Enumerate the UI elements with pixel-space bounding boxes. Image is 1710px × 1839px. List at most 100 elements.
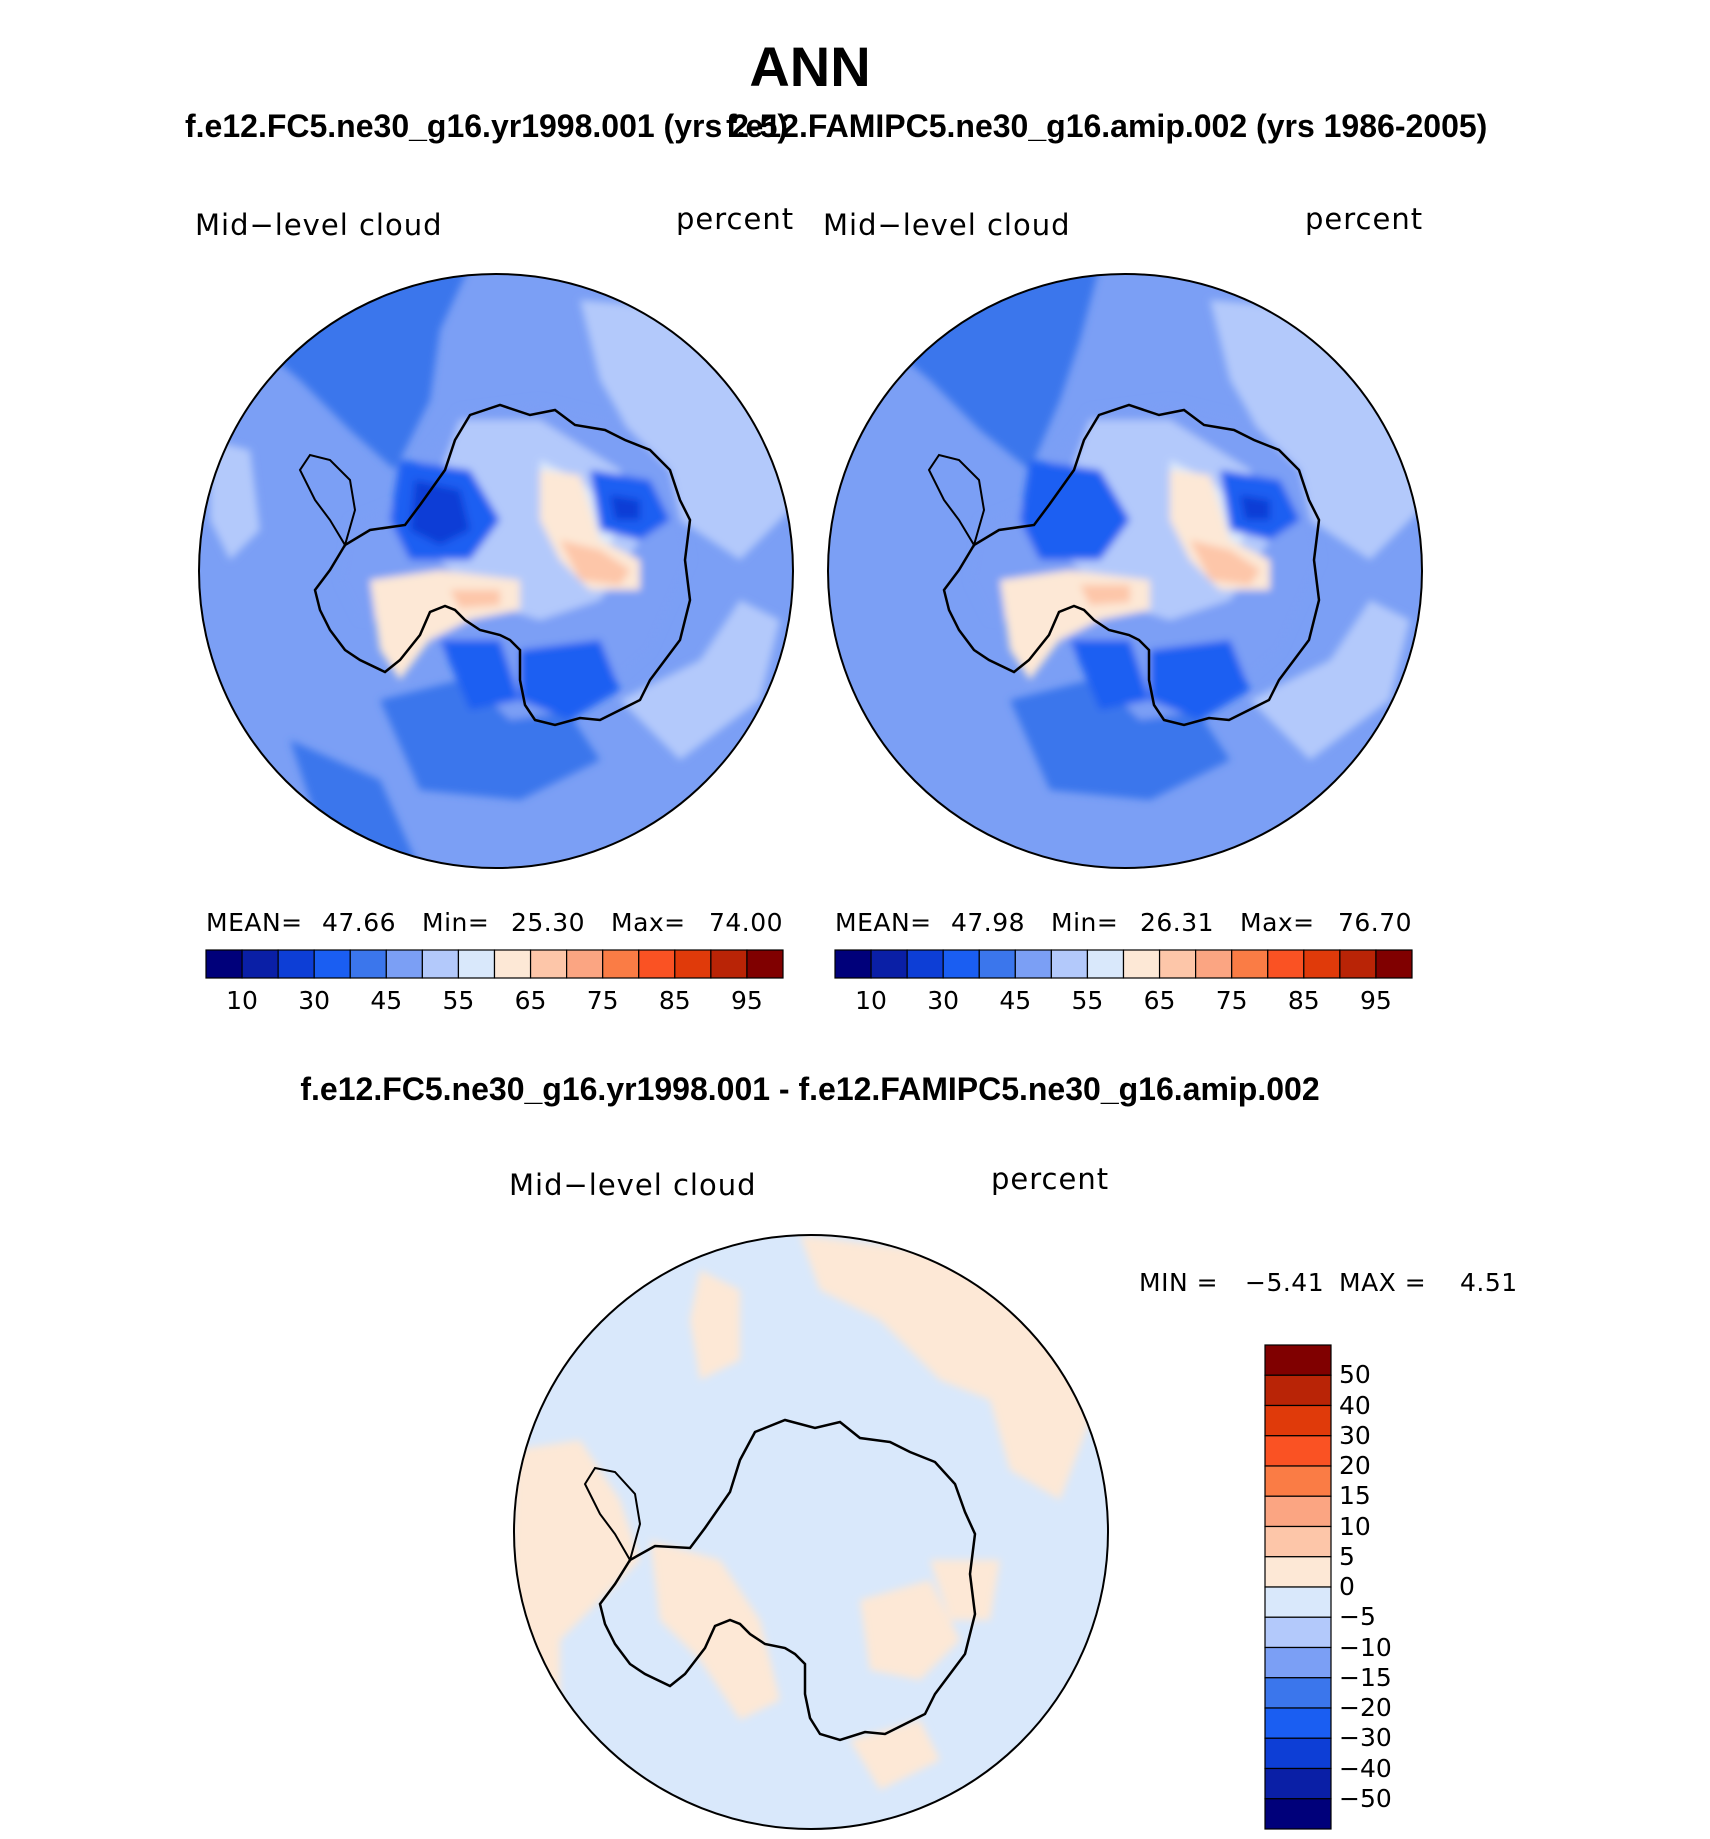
left-max-label: Max= <box>611 908 686 937</box>
left-colorbar-box <box>602 949 640 979</box>
right-colorbar-box <box>1050 949 1089 979</box>
left-colorbar-box <box>349 949 387 979</box>
difference-colorbar-tick-label: −10 <box>1339 1632 1392 1662</box>
left-units-label: percent <box>676 202 795 236</box>
difference-colorbar-box <box>1264 1404 1332 1437</box>
right-colorbar-tick-label: 55 <box>1071 986 1104 1015</box>
left-variable-label: Mid−level cloud <box>195 208 443 242</box>
difference-colorbar-tick-label: −15 <box>1339 1662 1392 1692</box>
right-colorbar-box <box>942 949 980 979</box>
right-colorbar-box <box>1086 949 1125 979</box>
left-colorbar-box <box>638 949 676 979</box>
left-colorbar-box <box>277 949 315 979</box>
left-colorbar-tick-label: 10 <box>226 986 258 1015</box>
difference-colorbar-box <box>1264 1798 1332 1830</box>
difference-colorbar-box <box>1264 1737 1332 1770</box>
right-colorbar-tick-label: 75 <box>1215 986 1248 1015</box>
difference-max-label: MAX = <box>1339 1268 1427 1297</box>
right-colorbar-box <box>1339 949 1377 979</box>
difference-colorbar-box <box>1264 1525 1332 1558</box>
left-colorbar-box <box>529 949 568 979</box>
right-colorbar-box <box>870 949 908 979</box>
left-mean-value: 47.66 <box>322 908 397 937</box>
difference-title: f.e12.FC5.ne30_g16.yr1998.001 - f.e12.FA… <box>300 1071 1320 1107</box>
difference-colorbar-box <box>1264 1586 1332 1618</box>
left-colorbar-tick-label: 65 <box>514 986 547 1015</box>
right-min-value: 26.31 <box>1140 908 1215 937</box>
difference-colorbar <box>1264 1344 1332 1830</box>
right-colorbar <box>834 949 1413 979</box>
right-colorbar-tick-label: 45 <box>999 986 1032 1015</box>
difference-peninsula-coastline <box>583 1466 642 1563</box>
right-mean-value: 47.98 <box>951 908 1026 937</box>
difference-colorbar-box <box>1264 1344 1332 1376</box>
difference-colorbar-tick-label: 40 <box>1339 1390 1371 1420</box>
difference-colorbar-tick-label: 0 <box>1339 1572 1355 1601</box>
difference-map-border <box>513 1234 1109 1830</box>
right-colorbar-box <box>1375 949 1413 979</box>
right-colorbar-tick-label: 30 <box>927 986 960 1015</box>
right-colorbar-box <box>1158 949 1197 979</box>
right-colorbar-tick-label: 10 <box>855 986 887 1015</box>
right-panel-subtitle: f.e12.FAMIPC5.ne30_g16.amip.002 (yrs 198… <box>726 108 1488 144</box>
left-peninsula-coastline <box>298 453 357 548</box>
left-colorbar-box <box>566 949 604 979</box>
difference-colorbar-box <box>1264 1646 1332 1679</box>
difference-max-value: 4.51 <box>1460 1268 1518 1297</box>
left-colorbar-tick-label: 45 <box>370 986 403 1015</box>
difference-colorbar-tick-label: −20 <box>1339 1693 1392 1722</box>
difference-colorbar-box <box>1264 1495 1332 1528</box>
right-colorbar-box <box>1122 949 1161 979</box>
difference-colorbar-tick-label: 30 <box>1339 1420 1371 1450</box>
left-colorbar-box <box>457 949 496 979</box>
left-map-border <box>198 273 794 869</box>
left-colorbar-tick-label: 30 <box>298 986 331 1015</box>
left-colorbar-box <box>674 949 712 979</box>
left-colorbar-box <box>241 949 279 979</box>
difference-colorbar-box <box>1264 1435 1332 1467</box>
left-colorbar-tick-label: 55 <box>442 986 475 1015</box>
left-max-value: 74.00 <box>709 908 784 937</box>
difference-colorbar-box <box>1264 1465 1332 1497</box>
left-colorbar-box <box>421 949 460 979</box>
left-mean-label: MEAN= <box>206 908 303 937</box>
left-colorbar-box <box>385 949 423 979</box>
right-max-value: 76.70 <box>1338 908 1413 937</box>
difference-antarctica-coastline <box>598 1418 977 1742</box>
left-panel-subtitle: f.e12.FC5.ne30_g16.yr1998.001 (yrs 2-5) <box>185 108 789 144</box>
difference-colorbar-tick-label: 5 <box>1339 1541 1355 1571</box>
right-antarctica-coastline <box>942 403 1321 727</box>
left-colorbar-tick-label: 85 <box>658 986 691 1015</box>
right-colorbar-tick-label: 85 <box>1287 986 1320 1015</box>
difference-colorbar-box <box>1264 1707 1332 1739</box>
difference-colorbar-tick-label: −40 <box>1339 1753 1392 1783</box>
difference-min-value: −5.41 <box>1245 1268 1325 1297</box>
right-peninsula-coastline <box>927 453 986 548</box>
left-min-label: Min= <box>422 908 490 937</box>
right-colorbar-box <box>906 949 944 979</box>
right-colorbar-tick-label: 65 <box>1143 986 1176 1015</box>
difference-colorbar-tick-label: 10 <box>1339 1511 1371 1541</box>
left-colorbar-box <box>205 949 243 979</box>
left-min-value: 25.30 <box>511 908 586 937</box>
right-colorbar-box <box>1231 949 1269 979</box>
right-max-label: Max= <box>1240 908 1315 937</box>
left-colorbar <box>205 949 784 979</box>
right-colorbar-box <box>1267 949 1305 979</box>
right-mean-label: MEAN= <box>835 908 932 937</box>
left-antarctica-coastline <box>313 403 692 727</box>
left-colorbar-box <box>746 949 784 979</box>
right-units-label: percent <box>1305 202 1424 236</box>
right-variable-label: Mid−level cloud <box>823 208 1071 242</box>
left-colorbar-box <box>710 949 748 979</box>
right-polar-map <box>827 273 1423 869</box>
left-colorbar-box <box>493 949 532 979</box>
left-polar-map <box>198 273 794 869</box>
difference-colorbar-box <box>1264 1556 1332 1588</box>
difference-colorbar-box <box>1264 1677 1332 1709</box>
difference-polar-map <box>513 1234 1109 1830</box>
right-colorbar-box <box>1014 949 1052 979</box>
right-colorbar-box <box>834 949 872 979</box>
difference-colorbar-tick-label: −5 <box>1339 1602 1376 1632</box>
